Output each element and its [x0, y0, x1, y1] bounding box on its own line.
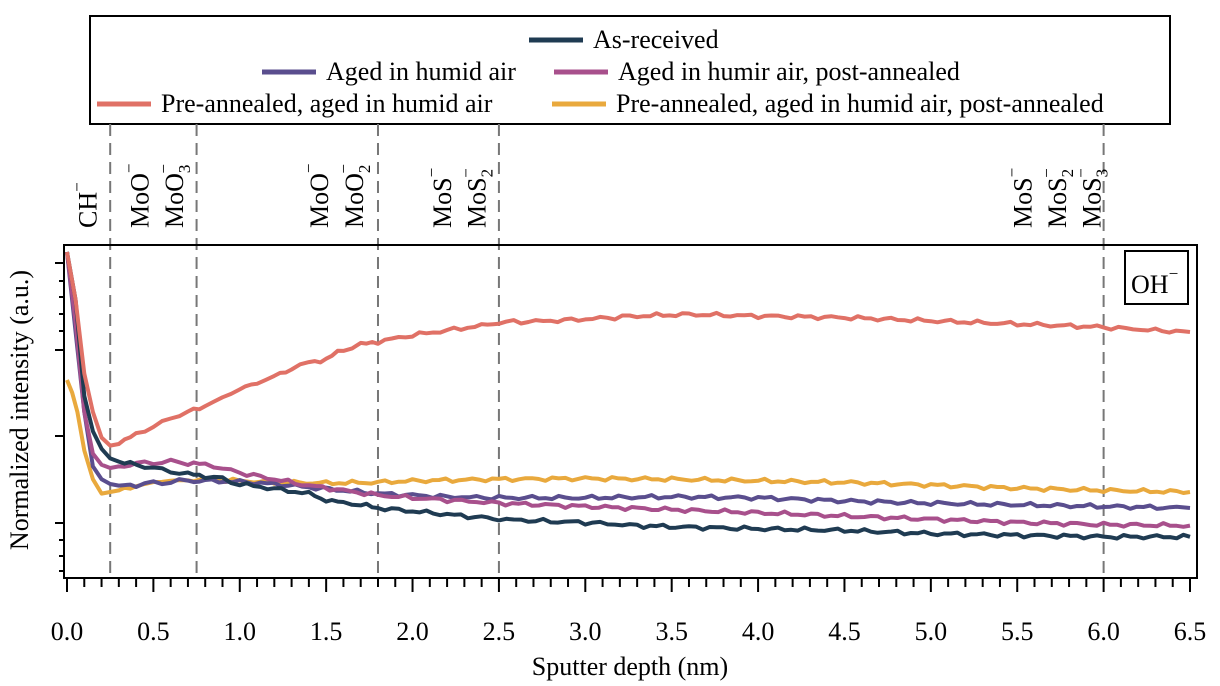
x-tick-label: 1.0 — [224, 617, 257, 646]
annotation-oh-box — [1124, 250, 1189, 305]
ion-label-sup: − — [1002, 168, 1021, 178]
legend: As-received Aged in humid air Aged in hu… — [89, 15, 1171, 125]
x-tick-label: 1.5 — [310, 617, 343, 646]
annotation-oh-sup: − — [1169, 264, 1179, 283]
ion-label-base: MoS — [428, 177, 457, 228]
ion-label-sup: − — [334, 164, 353, 174]
x-tick-label: 0.0 — [51, 617, 84, 646]
ion-label-base: MoO — [126, 173, 155, 228]
ion-label-base: MoS — [462, 177, 491, 228]
ion-label-base: MoO — [305, 173, 334, 228]
annotation-oh-base: OH — [1131, 270, 1169, 299]
legend-entry-pre-annealed-aged: Pre-annealed, aged in humid air — [97, 89, 493, 118]
ion-label-7: MoS− — [1002, 168, 1037, 228]
ion-label-2: MoO3− — [154, 164, 194, 228]
ion-label-base: MoO — [340, 173, 369, 228]
series-lines — [65, 251, 1191, 541]
legend-label-pre-annealed-aged: Pre-annealed, aged in humid air — [161, 89, 493, 118]
x-tick-label: 6.5 — [1174, 617, 1207, 646]
series-line-as-received — [65, 251, 1191, 541]
ion-label-sub: 3 — [175, 165, 194, 174]
annotation-oh: OH− — [1124, 250, 1189, 305]
ion-label-sub: 2 — [1058, 169, 1077, 178]
ion-label-sup: − — [1037, 168, 1056, 178]
annotation-oh-text: OH− — [1131, 264, 1178, 299]
ion-label-sup: − — [456, 168, 475, 178]
ion-label-base: MoS — [1043, 177, 1072, 228]
ion-label-sub: 3 — [1093, 169, 1112, 178]
legend-entry-aged-post-annealed: Aged in humir air, post-annealed — [554, 57, 960, 86]
ion-label-sup: − — [422, 168, 441, 178]
x-tick-label: 4.5 — [828, 617, 861, 646]
ion-label-0: CH− — [68, 182, 103, 228]
x-tick-label: 2.0 — [396, 617, 429, 646]
ion-label-4: MoO2− — [334, 164, 374, 228]
ion-label-9: MoS3− — [1072, 168, 1112, 228]
ion-label-sub: 2 — [355, 165, 374, 174]
x-axis-label: Sputter depth (nm) — [532, 652, 728, 681]
series-line-aged-post-annealed — [65, 251, 1191, 529]
plot-frame — [63, 244, 1198, 579]
legend-label-as-received: As-received — [593, 25, 719, 54]
x-tick-label: 2.5 — [483, 617, 516, 646]
x-tick-label: 6.0 — [1087, 617, 1120, 646]
ion-label-sup: − — [299, 164, 318, 174]
x-tick-label: 0.5 — [137, 617, 170, 646]
legend-label-aged-post-annealed: Aged in humir air, post-annealed — [618, 57, 960, 86]
ion-label-sub: 2 — [477, 169, 496, 178]
legend-label-aged-humid: Aged in humid air — [326, 57, 516, 86]
reference-lines — [109, 124, 1105, 578]
x-tick-label: 3.5 — [655, 617, 688, 646]
x-axis-tick-labels: 0.0 0.5 1.0 1.5 2.0 2.5 3.0 3.5 4.0 4.5 5.0 5.5 6.0 6… — [51, 617, 1207, 646]
ion-label-sup: − — [120, 164, 139, 174]
ion-label-3: MoO− — [299, 164, 334, 229]
legend-label-pre-annealed-aged-post: Pre-annealed, aged in humid air, post-an… — [616, 89, 1104, 118]
ion-label-sup: − — [68, 182, 87, 192]
x-tick-label: 4.0 — [742, 617, 775, 646]
ion-label-8: MoS2− — [1037, 168, 1077, 228]
ion-label-sup: − — [1072, 168, 1091, 178]
ion-label-base: MoS — [1078, 177, 1107, 228]
legend-entry-as-received: As-received — [529, 25, 719, 54]
x-tick-label: 3.0 — [569, 617, 602, 646]
x-axis-ticks — [66, 578, 1191, 592]
ion-label-base: MoS — [1008, 177, 1037, 228]
y-axis-label: Normalized intensity (a.u.) — [5, 270, 34, 550]
ion-label-5: MoS− — [422, 168, 457, 228]
y-axis-ticks — [55, 262, 64, 572]
ion-label-sup: − — [154, 164, 173, 174]
legend-entry-pre-annealed-aged-post: Pre-annealed, aged in humid air, post-an… — [552, 89, 1104, 118]
ion-label-1: MoO− — [120, 164, 155, 229]
legend-entry-aged-humid: Aged in humid air — [262, 57, 516, 86]
ion-label-6: MoS2− — [456, 168, 496, 228]
series-line-aged-humid — [65, 251, 1191, 511]
ion-label-base: MoO — [160, 173, 189, 228]
x-tick-label: 5.0 — [915, 617, 948, 646]
x-tick-label: 5.5 — [1001, 617, 1034, 646]
ion-labels: CH− MoO−MoO3−MoO−MoO2−MoS−MoS2−MoS−MoS2−M… — [68, 164, 1112, 229]
series-line-pre-annealed-aged-post — [65, 379, 1191, 496]
ion-label-base: CH — [74, 192, 103, 228]
series-line-pre-annealed-aged — [65, 251, 1191, 448]
